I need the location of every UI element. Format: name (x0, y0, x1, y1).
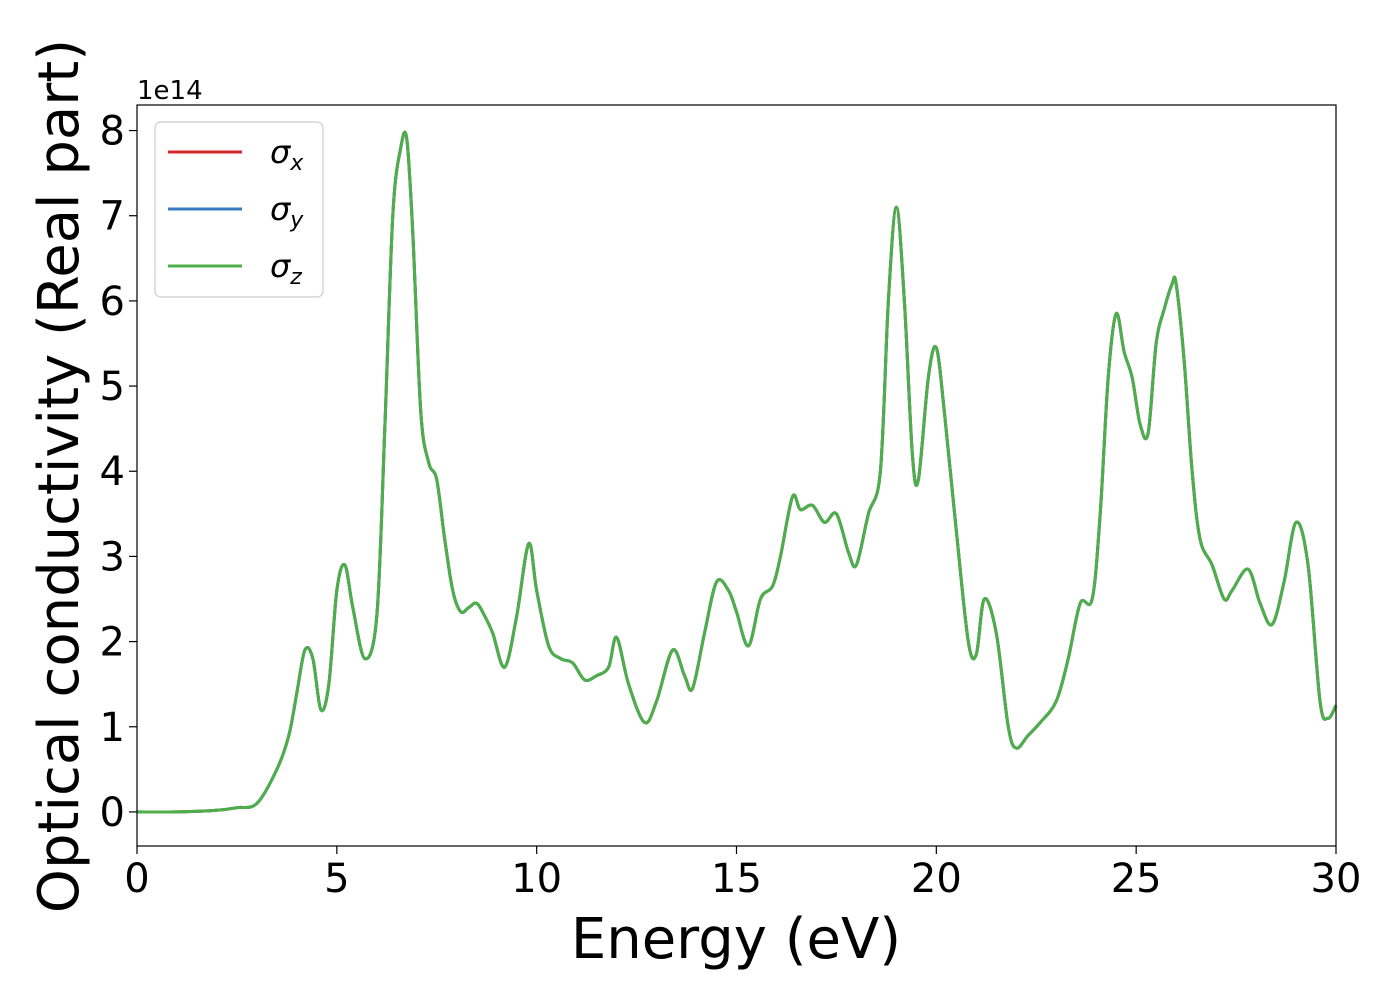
x-tick-label: 10 (511, 856, 562, 902)
y-tick-label: 7 (100, 194, 125, 240)
legend-label-x: σx (270, 133, 304, 176)
series-line-z (136, 130, 1338, 814)
y-tick-label: 2 (100, 620, 125, 666)
y-tick-label: 1 (100, 705, 125, 751)
y-axis-title: Optical conductivity (Real part) (27, 39, 92, 913)
y-tick-label: 6 (100, 279, 125, 325)
y-axis-offset-text: 1e14 (137, 76, 203, 106)
y-tick-label: 3 (100, 534, 125, 580)
x-tick-label: 5 (324, 856, 349, 902)
x-tick-label: 25 (1111, 856, 1162, 902)
x-tick-label: 20 (911, 856, 962, 902)
x-tick-label: 0 (124, 856, 149, 902)
y-tick-label: 0 (100, 790, 125, 836)
x-axis-ticks: 0 5 10 15 20 25 30 (124, 846, 1361, 902)
y-axis-ticks: 0 1 2 3 4 5 6 7 8 (100, 109, 137, 836)
x-axis-title: Energy (eV) (571, 907, 901, 972)
y-tick-label: 4 (100, 449, 125, 495)
y-tick-label: 8 (100, 109, 125, 155)
series-lines (136, 130, 1338, 814)
y-tick-label: 5 (100, 364, 125, 410)
x-tick-label: 30 (1311, 856, 1362, 902)
x-tick-label: 15 (711, 856, 762, 902)
